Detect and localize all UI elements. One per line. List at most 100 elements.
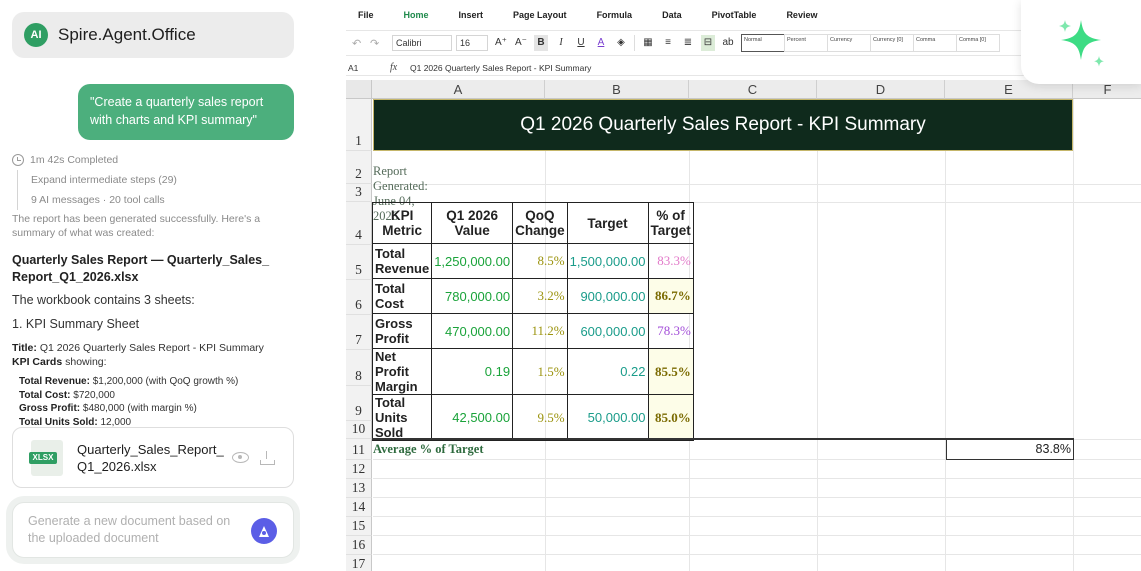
borders-icon[interactable]: ▦	[643, 37, 653, 48]
style-percent[interactable]: Percent	[784, 34, 828, 52]
fill-color-icon[interactable]: ◈	[617, 37, 625, 48]
preview-eye-icon[interactable]	[232, 452, 249, 463]
table-cell[interactable]: 9.5%	[512, 394, 568, 441]
row-header[interactable]: 17	[346, 555, 372, 571]
table-cell[interactable]: 42,500.00	[431, 394, 514, 441]
menu-data[interactable]: Data	[662, 10, 682, 20]
table-cell[interactable]: 86.7%	[647, 278, 694, 314]
row-header[interactable]: 3	[346, 184, 372, 202]
row-header[interactable]: 14	[346, 498, 372, 517]
table-cell[interactable]: 83.3%	[647, 243, 694, 279]
align-center-icon[interactable]: ≡	[665, 37, 671, 48]
font-color-icon[interactable]: A	[597, 37, 605, 48]
file-attachment-card[interactable]: XLSX Quarterly_Sales_Report_ Q1_2026.xls…	[12, 427, 294, 488]
sheet1-heading: 1. KPI Summary Sheet	[12, 317, 140, 331]
table-cell[interactable]: 85.5%	[647, 348, 694, 395]
row-header[interactable]: 4	[346, 202, 372, 245]
menu-formula[interactable]: Formula	[596, 10, 633, 20]
italic-button[interactable]: I	[559, 37, 563, 48]
column-header-f[interactable]: F	[1073, 80, 1141, 99]
table-cell[interactable]: 11.2%	[512, 313, 568, 349]
menu-file[interactable]: File	[358, 10, 374, 20]
table-header[interactable]: % of Target	[647, 202, 694, 244]
menu-home[interactable]: Home	[403, 10, 429, 20]
table-header[interactable]: Q1 2026 Value	[431, 202, 514, 244]
table-cell[interactable]: 1,250,000.00	[431, 243, 514, 279]
menu-page-layout[interactable]: Page Layout	[513, 10, 567, 20]
table-cell[interactable]: Gross Profit	[371, 313, 433, 349]
expand-steps-link[interactable]: Expand intermediate steps (29)	[17, 170, 302, 190]
table-cell[interactable]: 85.0%	[647, 394, 694, 441]
table-cell[interactable]: 0.22	[566, 348, 649, 395]
table-cell[interactable]: 1,500,000.00	[566, 243, 649, 279]
row-header[interactable]: 10	[346, 421, 372, 439]
table-cell[interactable]: Total Cost	[371, 278, 433, 314]
menu-insert[interactable]: Insert	[458, 10, 484, 20]
table-cell[interactable]: Net Profit Margin	[371, 348, 433, 395]
row-header[interactable]: 6	[346, 280, 372, 315]
table-cell[interactable]: Total Units Sold	[371, 394, 433, 441]
column-header-b[interactable]: B	[545, 80, 689, 99]
column-header-e[interactable]: E	[945, 80, 1073, 99]
table-cell[interactable]: 1.5%	[512, 348, 568, 395]
style-currency[interactable]: Currency	[827, 34, 871, 52]
row-header[interactable]: 9	[346, 386, 372, 421]
row-header[interactable]: 2	[346, 151, 372, 184]
row-header[interactable]: 12	[346, 460, 372, 479]
row-header[interactable]: 16	[346, 536, 372, 555]
font-size-select[interactable]: 16	[456, 35, 488, 51]
table-header[interactable]: KPI Metric	[371, 202, 433, 244]
download-icon[interactable]	[260, 451, 275, 465]
row-header[interactable]: 8	[346, 350, 372, 386]
select-all-corner[interactable]	[346, 80, 372, 99]
table-cell[interactable]: 600,000.00	[566, 313, 649, 349]
row-header[interactable]: 5	[346, 245, 372, 280]
table-cell[interactable]: 8.5%	[512, 243, 568, 279]
style-comma-0[interactable]: Comma [0]	[956, 34, 1000, 52]
table-row: 5	[346, 245, 372, 280]
table-cell[interactable]: 780,000.00	[431, 278, 514, 314]
row-header[interactable]: 7	[346, 315, 372, 350]
undo-icon[interactable]: ↶	[352, 37, 362, 50]
decrease-font-icon[interactable]: A⁻	[515, 37, 527, 48]
wrap-text-icon[interactable]: ab	[722, 37, 734, 48]
row-header[interactable]: 11	[346, 439, 372, 460]
formula-input[interactable]: Q1 2026 Quarterly Sales Report - KPI Sum…	[410, 62, 592, 73]
row-header[interactable]: 15	[346, 517, 372, 536]
style-comma[interactable]: Comma	[913, 34, 957, 52]
table-cell[interactable]: 3.2%	[512, 278, 568, 314]
table-header[interactable]: QoQ Change	[512, 202, 568, 244]
font-select[interactable]: Calibri	[392, 35, 452, 51]
column-header-a[interactable]: A	[372, 80, 545, 99]
ai-assistant-card[interactable]	[1021, 0, 1141, 84]
report-title-cell[interactable]: Q1 2026 Quarterly Sales Report - KPI Sum…	[373, 99, 1073, 151]
send-button[interactable]	[251, 518, 277, 544]
menu-review[interactable]: Review	[786, 10, 818, 20]
table-cell[interactable]: 900,000.00	[566, 278, 649, 314]
table-cell[interactable]: 50,000.00	[566, 394, 649, 441]
table-cell[interactable]: 470,000.00	[431, 313, 514, 349]
row-header[interactable]: 13	[346, 479, 372, 498]
table-cell[interactable]: 0.19	[431, 348, 514, 395]
table-cell[interactable]: Total Revenue	[371, 243, 433, 279]
redo-icon[interactable]: ↷	[370, 37, 380, 50]
name-box[interactable]: A1	[348, 62, 359, 73]
prompt-input[interactable]	[28, 513, 243, 549]
average-value-cell[interactable]: 83.8%	[946, 439, 1074, 460]
row-header[interactable]: 1	[346, 99, 372, 151]
bold-button[interactable]: B	[534, 35, 548, 51]
menu-pivottable[interactable]: PivotTable	[711, 10, 757, 20]
average-label-cell[interactable]: Average % of Target	[373, 442, 484, 456]
merge-cells-icon[interactable]: ⊟	[701, 35, 715, 51]
style-normal[interactable]: Normal	[741, 34, 785, 52]
underline-button[interactable]: U	[577, 37, 585, 48]
align-right-icon[interactable]: ≣	[683, 37, 693, 48]
table-row: 8	[346, 350, 372, 386]
column-header-d[interactable]: D	[817, 80, 945, 99]
table-cell[interactable]: 78.3%	[647, 313, 694, 349]
table-header[interactable]: Target	[566, 202, 649, 244]
column-header-c[interactable]: C	[689, 80, 817, 99]
increase-font-icon[interactable]: A⁺	[495, 37, 507, 48]
report-generated-cell[interactable]: Report Generated: June 04, 2026	[373, 164, 428, 223]
style-currency-0[interactable]: Currency [0]	[870, 34, 914, 52]
